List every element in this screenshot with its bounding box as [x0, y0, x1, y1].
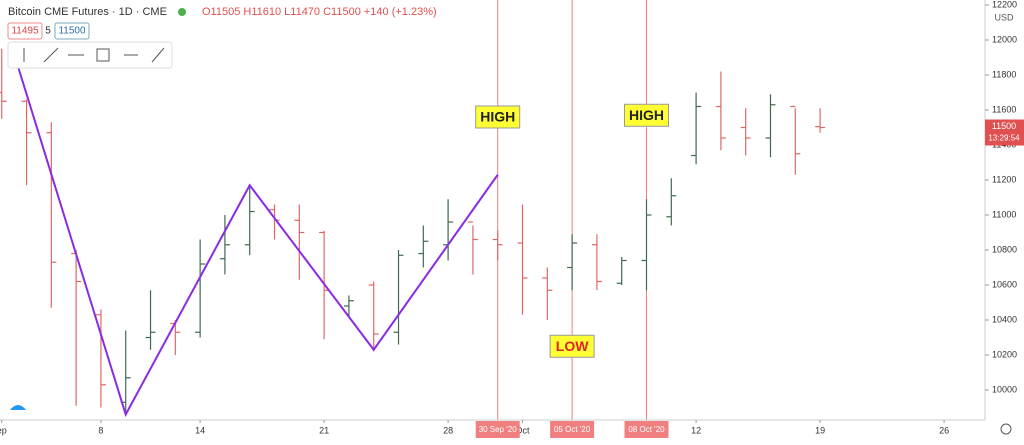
sell-price: 11495	[11, 26, 39, 37]
y-tick-label: 11800	[992, 69, 1016, 79]
marker-label: 08 Oct '20	[628, 425, 665, 434]
x-tick-label: 12	[691, 425, 701, 435]
x-tick-label: Oct	[515, 425, 530, 435]
x-tick-label: 28	[443, 425, 453, 435]
ohlc-readout: O11505 H11610 L11470 C11500 +140 (+1.23%…	[202, 6, 437, 18]
x-tick-label: 26	[939, 425, 949, 435]
symbol-title: Bitcoin CME Futures · 1D · CME	[8, 6, 167, 18]
marker-label: 05 Oct '20	[554, 425, 591, 434]
y-tick-label: 10600	[992, 279, 1017, 289]
y-tick-label: 11000	[992, 209, 1016, 219]
logo-icon	[10, 405, 26, 410]
y-tick-label: 10400	[992, 314, 1017, 324]
annotation-text: HIGH	[480, 109, 515, 125]
marker-label-box	[550, 421, 595, 438]
tool-icon[interactable]	[43, 47, 59, 63]
currency: USD	[994, 12, 1014, 22]
y-tick-label: 11600	[992, 104, 1016, 114]
status-dot	[178, 8, 186, 16]
y-tick-label: 10800	[992, 244, 1017, 254]
buy-price: 11500	[58, 26, 86, 37]
buy-button[interactable]	[54, 22, 90, 40]
x-tick-label: 21	[319, 425, 329, 435]
drawing-toolbar	[7, 41, 173, 69]
price-label: 11500	[992, 121, 1016, 131]
tool-icon[interactable]	[151, 47, 165, 63]
marker-label: 30 Sep '20	[479, 425, 518, 434]
marker-label-box	[624, 421, 669, 438]
sell-button[interactable]	[7, 22, 43, 40]
y-tick-label: 10000	[992, 384, 1017, 394]
x-tick-label: ep	[0, 425, 7, 435]
y-tick-label: 12000	[992, 34, 1017, 44]
toolbar-icons	[23, 47, 165, 63]
annotation-box	[475, 105, 521, 129]
annotation-box	[549, 334, 595, 358]
annotation-text: LOW	[556, 338, 589, 354]
y-tick-label: 10200	[992, 349, 1017, 359]
x-tick-label: 14	[195, 425, 205, 435]
annotation-box	[623, 103, 669, 127]
y-tick-label: 11200	[992, 174, 1016, 184]
y-tick-label: 12200	[992, 0, 1017, 9]
spread: 5	[45, 26, 51, 37]
x-tick-label: 19	[815, 425, 825, 435]
annotation-text: HIGH	[629, 107, 664, 123]
marker-label-box	[475, 421, 520, 438]
price-label-box	[985, 119, 1024, 146]
price-countdown: 13:29:54	[988, 134, 1020, 143]
zigzag-line	[13, 53, 499, 418]
settings-icon[interactable]	[1000, 423, 1012, 435]
tool-icon[interactable]	[96, 48, 110, 62]
x-tick-label: 8	[98, 425, 103, 435]
plot: HIGH LOW HIGH	[0, 0, 826, 420]
